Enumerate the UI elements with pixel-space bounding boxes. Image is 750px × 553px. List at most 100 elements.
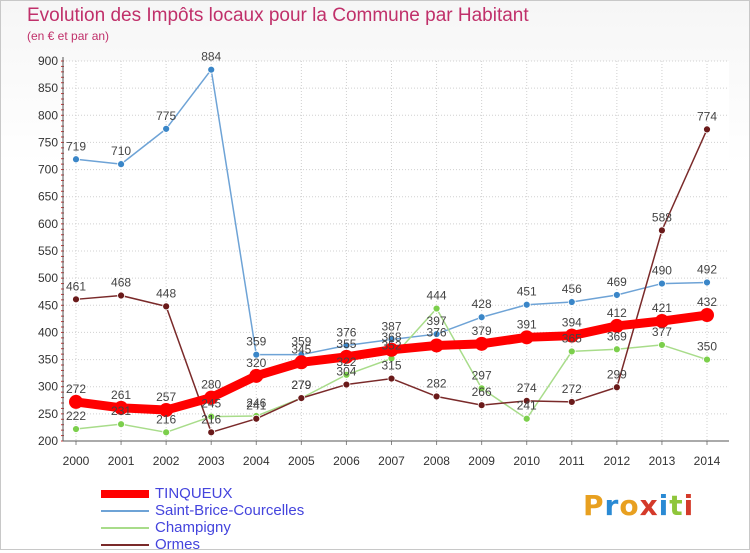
x-tick-label: 2012 xyxy=(604,454,631,468)
legend-label: Saint-Brice-Courcelles xyxy=(155,502,305,519)
data-label: 359 xyxy=(246,335,266,349)
logo-letter: x xyxy=(639,489,659,522)
data-label: 710 xyxy=(111,144,131,158)
data-point xyxy=(297,394,306,403)
data-point xyxy=(432,330,441,338)
data-label: 241 xyxy=(517,399,537,413)
data-label: 320 xyxy=(246,356,266,370)
logo-letter: i xyxy=(658,489,670,522)
data-point xyxy=(294,355,309,370)
data-point xyxy=(114,400,129,415)
data-label: 299 xyxy=(607,367,627,381)
y-tick-label: 700 xyxy=(38,163,58,177)
data-label: 216 xyxy=(201,412,221,426)
data-point xyxy=(703,125,711,134)
data-point xyxy=(474,336,489,351)
y-tick-label: 550 xyxy=(38,244,58,258)
data-label: 365 xyxy=(562,331,582,345)
data-label: 246 xyxy=(246,396,266,410)
logo-letter: P xyxy=(583,489,605,522)
data-point xyxy=(342,341,351,350)
data-label: 359 xyxy=(291,335,311,349)
data-label: 469 xyxy=(607,275,627,289)
data-point xyxy=(567,398,576,406)
data-point xyxy=(384,342,399,357)
data-point xyxy=(658,341,666,349)
legend-item: TINQUEUX xyxy=(101,486,233,501)
y-tick-label: 750 xyxy=(38,135,58,149)
data-label: 456 xyxy=(562,282,582,296)
data-point xyxy=(522,396,531,405)
data-point xyxy=(252,350,261,359)
data-point xyxy=(612,383,621,392)
data-label: 241 xyxy=(246,399,266,413)
x-tick-label: 2002 xyxy=(153,454,180,468)
data-label: 350 xyxy=(697,340,717,354)
proxiti-logo: Proxiti xyxy=(583,489,694,522)
data-label: 387 xyxy=(381,319,401,333)
data-point xyxy=(477,384,486,393)
x-tick-label: 2009 xyxy=(468,454,495,468)
x-tick-label: 2005 xyxy=(288,454,315,468)
x-tick-label: 2006 xyxy=(333,454,360,468)
data-point xyxy=(72,425,80,433)
legend-swatch xyxy=(101,527,149,529)
data-label: 279 xyxy=(291,378,311,392)
data-point xyxy=(519,330,534,345)
x-tick-label: 2007 xyxy=(378,454,405,468)
data-label: 379 xyxy=(472,324,492,338)
data-label: 369 xyxy=(607,329,627,343)
data-point xyxy=(342,370,351,379)
logo-letter: t xyxy=(669,489,684,522)
data-point xyxy=(159,403,174,418)
data-label: 352 xyxy=(381,338,401,352)
legend-swatch xyxy=(101,510,149,512)
data-label: 774 xyxy=(697,109,717,123)
data-point xyxy=(207,428,216,437)
data-label: 272 xyxy=(66,382,86,396)
data-label: 266 xyxy=(472,385,492,399)
data-label: 368 xyxy=(381,330,401,344)
data-point xyxy=(249,368,264,383)
data-label: 222 xyxy=(66,409,86,423)
data-label: 775 xyxy=(156,109,176,123)
data-point xyxy=(117,291,125,300)
x-tick-label: 2003 xyxy=(198,454,225,468)
data-label: 315 xyxy=(381,359,401,373)
y-tick-label: 500 xyxy=(38,271,58,285)
data-point xyxy=(204,390,219,405)
data-point xyxy=(72,155,80,164)
y-tick-label: 800 xyxy=(38,108,58,122)
y-tick-label: 300 xyxy=(38,380,58,394)
y-tick-label: 250 xyxy=(38,407,58,421)
legend-item: Saint-Brice-Courcelles xyxy=(101,502,305,519)
x-tick-label: 2010 xyxy=(513,454,540,468)
data-label: 448 xyxy=(156,286,176,300)
data-point xyxy=(703,355,711,364)
data-point xyxy=(72,295,80,304)
logo-letter: r xyxy=(604,489,620,522)
data-label: 376 xyxy=(427,325,447,339)
data-point xyxy=(477,313,486,322)
x-tick-label: 2014 xyxy=(694,454,721,468)
y-tick-label: 900 xyxy=(38,54,58,68)
x-tick-label: 2001 xyxy=(108,454,135,468)
data-point xyxy=(387,374,396,383)
data-label: 377 xyxy=(652,325,672,339)
data-label: 588 xyxy=(652,210,672,224)
data-label: 280 xyxy=(201,378,221,392)
data-point xyxy=(162,428,171,437)
y-tick-label: 450 xyxy=(38,298,58,312)
data-point xyxy=(703,278,711,287)
chart-subtitle: (en € et par an) xyxy=(27,29,110,43)
y-tick-label: 350 xyxy=(38,353,58,367)
chart-title: Evolution des Impôts locaux pour la Comm… xyxy=(27,5,529,26)
data-label: 355 xyxy=(336,337,356,351)
legend-swatch xyxy=(101,490,149,498)
data-point xyxy=(69,394,83,409)
y-tick-label: 650 xyxy=(38,190,58,204)
legend-item: Ormes xyxy=(101,537,200,552)
logo-letter: o xyxy=(619,489,640,522)
x-tick-label: 2011 xyxy=(559,454,585,468)
